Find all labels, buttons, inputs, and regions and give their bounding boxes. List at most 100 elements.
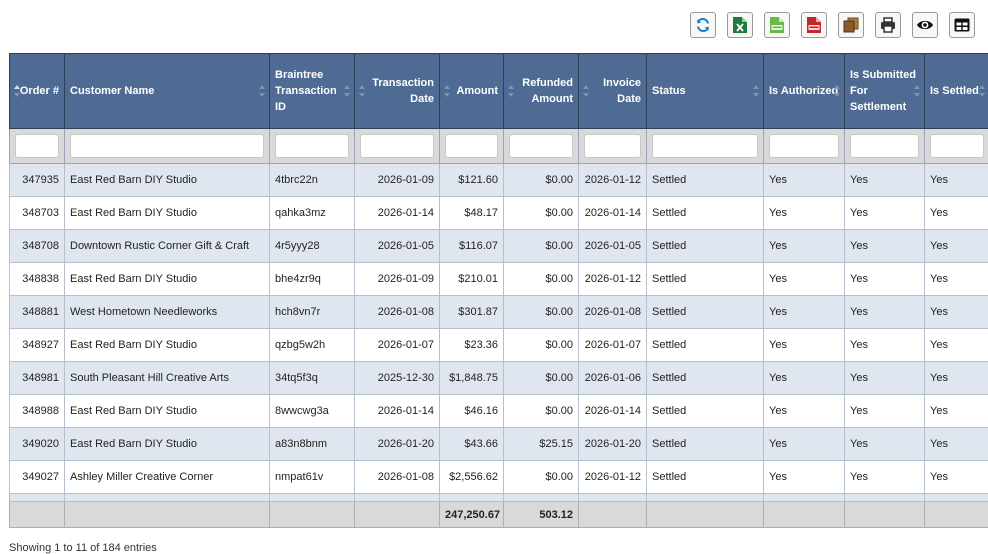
column-header-status[interactable]: Status [647,54,764,129]
filter-cell [10,129,65,164]
table-cell [270,494,355,502]
table-cell: $46.16 [440,395,504,428]
table-cell: 2026-01-09 [355,164,440,197]
table-cell: qzbg5w2h [270,329,355,362]
column-header-refunded-amount[interactable]: Refunded Amount [504,54,579,129]
column-header-is-submitted-for-settlement[interactable]: Is Submitted For Settlement [845,54,925,129]
table-cell: Settled [647,263,764,296]
table-cell: Settled [647,395,764,428]
column-header-is-authorized[interactable]: Is Authorized [764,54,845,129]
export-excel-button[interactable] [727,12,753,38]
table-row[interactable] [10,494,988,502]
table-cell: 2026-01-08 [355,296,440,329]
total-cell [579,502,647,528]
table-cell: Settled [647,461,764,494]
table-cell [925,494,988,502]
filter-input-invoice-date[interactable] [584,134,641,158]
table-cell: 2026-01-14 [579,395,647,428]
columns-button[interactable] [949,12,975,38]
table-cell: 2026-01-12 [579,164,647,197]
filter-input-amount[interactable] [445,134,498,158]
table-cell: $48.17 [440,197,504,230]
table-cell: Yes [925,362,988,395]
sort-icon [914,85,920,97]
total-cell [270,502,355,528]
table-cell: Yes [764,362,845,395]
filter-input-status[interactable] [652,134,758,158]
table-cell: East Red Barn DIY Studio [65,164,270,197]
column-label: Transaction Date [360,75,434,107]
header-row: Order # Customer Name Braintree Transact… [10,54,988,129]
filter-cell [647,129,764,164]
table-cell: hch8vn7r [270,296,355,329]
column-header-amount[interactable]: Amount [440,54,504,129]
table-cell: Yes [925,164,988,197]
table-cell [647,494,764,502]
table-cell: Yes [764,329,845,362]
sort-icon [583,85,589,97]
refresh-button[interactable] [690,12,716,38]
table-cell: $43.66 [440,428,504,461]
column-header-transaction-date[interactable]: Transaction Date [355,54,440,129]
table-cell: $0.00 [504,230,579,263]
table-cell: Settled [647,296,764,329]
filter-input-is-settled[interactable] [930,134,984,158]
sort-icon [834,85,840,97]
column-header-invoice-date[interactable]: Invoice Date [579,54,647,129]
table-cell: $23.36 [440,329,504,362]
export-pdf-button[interactable] [801,12,827,38]
table-cell: Yes [845,428,925,461]
table-cell: 349027 [10,461,65,494]
table-cell: Downtown Rustic Corner Gift & Craft [65,230,270,263]
sort-icon [359,85,365,97]
filter-input-refunded-amount[interactable] [509,134,573,158]
total-cell [764,502,845,528]
sort-icon [508,85,514,97]
copy-button[interactable] [838,12,864,38]
table-cell: Yes [845,329,925,362]
total-refunded: 503.12 [504,502,579,528]
filter-input-transaction-date[interactable] [360,134,434,158]
total-amount: 247,250.67 [440,502,504,528]
column-header-customer-name[interactable]: Customer Name [65,54,270,129]
print-button[interactable] [875,12,901,38]
total-cell [925,502,988,528]
table-cell: 347935 [10,164,65,197]
table-cell: 348981 [10,362,65,395]
table-cell: 2026-01-14 [355,197,440,230]
export-csv-button[interactable] [764,12,790,38]
table-info: Showing 1 to 11 of 184 entries [9,542,157,554]
table-cell: $116.07 [440,230,504,263]
column-header-is-settled[interactable]: Is Settled [925,54,988,129]
table-cell: Settled [647,362,764,395]
table-cell: Yes [764,395,845,428]
refresh-icon [694,16,712,34]
filter-input-braintree-id[interactable] [275,134,349,158]
filter-input-customer-name[interactable] [70,134,264,158]
visibility-button[interactable] [912,12,938,38]
copy-icon [842,16,860,34]
table-cell: $210.01 [440,263,504,296]
column-header-braintree-id[interactable]: Braintree Transaction ID [270,54,355,129]
table-cell: Yes [925,296,988,329]
filter-input-is-authorized[interactable] [769,134,839,158]
table-cell: West Hometown Needleworks [65,296,270,329]
total-cell [65,502,270,528]
filter-input-is-submitted[interactable] [850,134,919,158]
filter-input-order[interactable] [15,134,59,158]
column-header-order[interactable]: Order # [10,54,65,129]
filter-cell [65,129,270,164]
filter-cell [579,129,647,164]
table-cell: Yes [845,296,925,329]
